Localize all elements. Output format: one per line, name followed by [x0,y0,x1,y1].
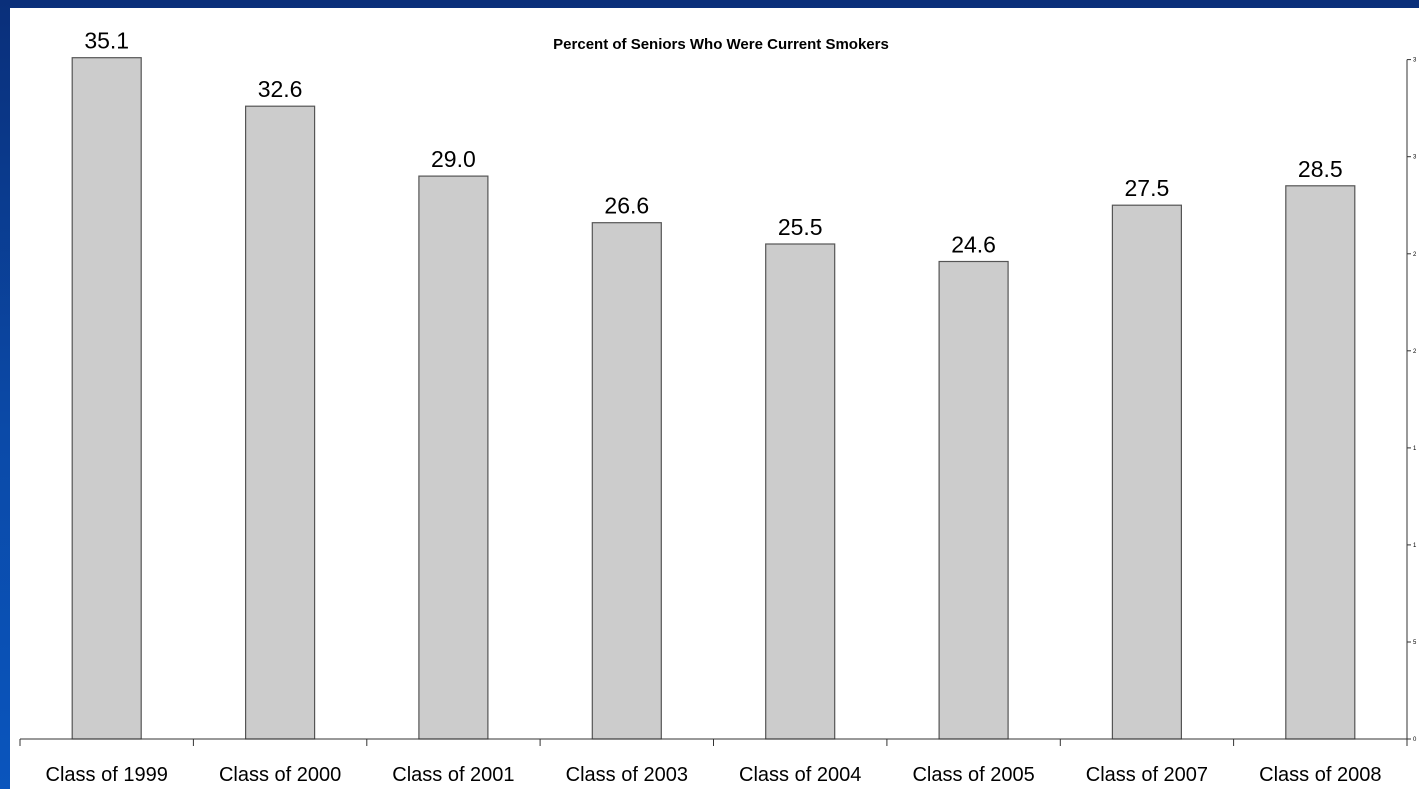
y-tick-label: 3 [1413,58,1417,64]
bar-value-label: 26.6 [604,193,649,219]
x-tick-label: Class of 1999 [46,764,168,786]
y-tick-label: 2 [1413,252,1417,258]
bar-value-label: 35.1 [84,28,129,54]
x-tick-label: Class of 2003 [566,764,688,786]
bar [938,260,1009,740]
bars-group [71,57,1356,740]
y-tick-label: 5 [1413,640,1417,646]
y-tick-label: 3 [1413,155,1417,161]
bar [245,105,316,740]
x-axis: Class of 1999 Class of 2000 Class of 2001 C… [19,738,1408,786]
bar [71,57,142,740]
x-tick-label: Class of 2008 [1259,764,1381,786]
bar-value-label: 32.6 [258,76,303,102]
bar [591,222,662,740]
x-tick-label: Class of 2000 [219,764,341,786]
y-tick-label: 0 [1413,737,1417,743]
bar [765,243,836,740]
x-tick-label: Class of 2005 [912,764,1034,786]
x-tick-label: Class of 2001 [392,764,514,786]
y-tick-label: 1 [1413,446,1417,452]
bar-value-label: 27.5 [1125,175,1170,201]
bar [1111,204,1183,740]
y-tick-label: 1 [1413,543,1417,549]
bar-value-label: 24.6 [951,232,996,258]
bar-labels-group: 35.1 32.6 29.0 26.6 25.5 24.6 27.5 28.5 [84,28,1342,258]
bar-chart: Percent of Seniors Who Were Current Smok… [19,28,1417,786]
bar [1285,185,1356,740]
slide-frame: Percent of Seniors Who Were Current Smok… [10,8,1419,789]
chart-title: Percent of Seniors Who Were Current Smok… [553,36,889,53]
bar-value-label: 28.5 [1298,156,1343,182]
y-tick-label: 2 [1413,349,1417,355]
x-tick-label: Class of 2004 [739,764,861,786]
bar [418,175,489,740]
y-axis: 0 5 1 1 2 2 3 3 [1406,58,1417,743]
bar-value-label: 29.0 [431,146,476,172]
x-tick-label: Class of 2007 [1086,764,1208,786]
bar-value-label: 25.5 [778,214,823,240]
